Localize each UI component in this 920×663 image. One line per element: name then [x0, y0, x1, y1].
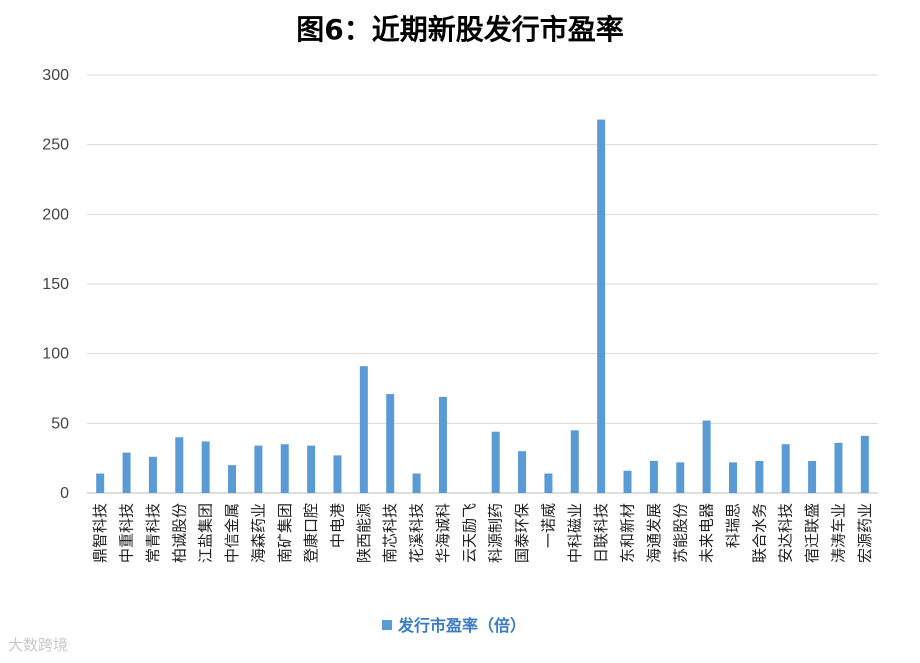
y-tick-label: 50	[51, 415, 69, 432]
x-tick-label: 柏诚股份	[170, 503, 188, 563]
x-tick-label: 登康口腔	[302, 503, 320, 563]
y-tick-label: 150	[42, 276, 69, 293]
x-tick-label: 东和新材	[619, 503, 637, 563]
bar	[702, 420, 711, 493]
bar	[728, 462, 737, 493]
bar	[860, 435, 869, 493]
bar	[518, 451, 527, 493]
bar	[122, 452, 131, 493]
bar	[333, 455, 342, 493]
bar	[808, 460, 817, 493]
bar	[438, 396, 447, 493]
bar	[544, 473, 553, 493]
y-tick-label: 200	[42, 206, 69, 223]
bar	[597, 119, 606, 493]
bars	[96, 119, 869, 493]
legend-swatch	[382, 620, 392, 630]
legend: 发行市盈率（倍）	[382, 616, 526, 635]
bar	[280, 444, 289, 493]
y-tick-label: 100	[42, 346, 69, 363]
bar	[834, 442, 843, 493]
bar	[676, 462, 685, 493]
bar	[623, 470, 632, 493]
x-tick-label: 中电港	[328, 503, 346, 548]
y-tick-label: 300	[42, 67, 69, 84]
x-tick-label: 日联科技	[592, 503, 610, 563]
bar	[491, 431, 500, 493]
x-tick-label: 科瑞思	[724, 503, 742, 548]
x-tick-label: 海森药业	[249, 503, 267, 563]
x-tick-label: 中重科技	[118, 503, 136, 563]
bar	[781, 444, 790, 493]
bar	[201, 441, 210, 493]
bar	[755, 460, 764, 493]
bar	[412, 473, 421, 493]
bar	[148, 456, 157, 493]
x-tick-label: 安达科技	[777, 503, 795, 563]
y-axis-ticks: 0 50 100 150 200 250 300	[42, 67, 69, 502]
bar	[254, 445, 263, 493]
legend-label: 发行市盈率（倍）	[397, 616, 526, 635]
bar	[570, 430, 579, 493]
x-tick-label: 常青科技	[144, 503, 162, 563]
x-axis-ticks: 鼎智科技 中重科技 常青科技 柏诚股份 江盐集团 中信金属 海森药业 南矿集团 登康口腔 中电港陕…	[91, 503, 874, 563]
y-tick-label: 0	[60, 485, 69, 502]
bar	[228, 465, 237, 493]
x-tick-label: 未来电器	[698, 503, 716, 563]
bar	[649, 460, 658, 493]
chart-title: 图6：近期新股发行市盈率	[296, 13, 624, 46]
y-tick-label: 250	[42, 137, 69, 154]
x-tick-label: 国泰环保	[513, 503, 531, 563]
grid-lines	[87, 74, 878, 494]
x-tick-label: 联合水务	[750, 503, 768, 563]
bar	[386, 394, 395, 493]
x-tick-label: 宿迁联盛	[803, 503, 821, 563]
x-tick-label: 海通发展	[645, 503, 663, 563]
x-tick-label: 陕西能源	[355, 503, 373, 563]
x-tick-label: 苏能股份	[671, 503, 689, 563]
x-tick-label: 花溪科技	[408, 503, 426, 563]
x-tick-label: 鼎智科技	[91, 503, 109, 563]
x-tick-label: 南矿集团	[276, 503, 294, 563]
x-tick-label: 华海诚科	[434, 503, 452, 563]
x-tick-label: 中信金属	[223, 503, 241, 563]
x-tick-label: 南芯科技	[381, 503, 399, 563]
x-tick-label: 中科磁业	[566, 503, 584, 563]
x-tick-label: 江盐集团	[197, 503, 215, 563]
bar	[307, 445, 316, 493]
watermark-text: 大数跨境	[8, 636, 69, 654]
bar	[96, 473, 105, 493]
x-tick-label: 云天励飞	[460, 503, 478, 563]
bar	[175, 437, 184, 493]
x-tick-label: 一诺威	[539, 503, 557, 548]
x-tick-label: 涛涛车业	[829, 503, 847, 563]
x-tick-label: 宏源药业	[856, 503, 874, 563]
x-tick-label: 科源制药	[487, 503, 505, 563]
bar	[359, 366, 368, 493]
